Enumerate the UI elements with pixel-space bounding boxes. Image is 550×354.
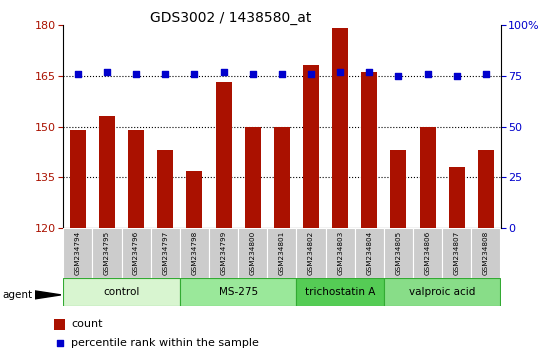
Text: GSM234800: GSM234800 <box>250 230 256 275</box>
Bar <box>209 228 238 278</box>
Point <box>423 71 432 76</box>
Point <box>132 71 141 76</box>
Bar <box>326 228 355 278</box>
Point <box>55 340 64 346</box>
Point <box>102 69 111 74</box>
Bar <box>151 228 180 278</box>
Bar <box>361 72 377 228</box>
Bar <box>442 228 471 278</box>
Text: MS-275: MS-275 <box>218 287 258 297</box>
Point <box>365 69 374 74</box>
Bar <box>186 171 202 228</box>
Bar <box>92 228 122 278</box>
Bar <box>63 278 180 306</box>
Text: GSM234806: GSM234806 <box>425 230 431 275</box>
Point <box>190 71 199 76</box>
Bar <box>296 228 326 278</box>
Bar <box>420 127 436 228</box>
Bar <box>238 228 267 278</box>
Point <box>161 71 169 76</box>
Bar <box>180 278 296 306</box>
Bar <box>478 150 494 228</box>
Point <box>307 71 316 76</box>
Point <box>219 69 228 74</box>
Text: GSM234799: GSM234799 <box>221 230 227 275</box>
Bar <box>180 228 209 278</box>
Text: percentile rank within the sample: percentile rank within the sample <box>72 338 259 348</box>
Point <box>74 71 82 76</box>
Text: GSM234801: GSM234801 <box>279 230 285 275</box>
Bar <box>157 150 173 228</box>
Bar <box>390 150 406 228</box>
Bar <box>267 228 296 278</box>
Text: GSM234795: GSM234795 <box>104 230 110 275</box>
Text: GSM234802: GSM234802 <box>308 230 314 275</box>
Bar <box>355 228 384 278</box>
Text: GSM234808: GSM234808 <box>483 230 489 275</box>
Text: GSM234796: GSM234796 <box>133 230 139 275</box>
Text: count: count <box>72 319 103 329</box>
Text: control: control <box>103 287 140 297</box>
Text: GSM234805: GSM234805 <box>395 230 402 275</box>
Polygon shape <box>35 291 61 299</box>
Text: GDS3002 / 1438580_at: GDS3002 / 1438580_at <box>150 11 312 25</box>
Bar <box>296 278 384 306</box>
Text: GSM234798: GSM234798 <box>191 230 197 275</box>
Text: GSM234807: GSM234807 <box>454 230 460 275</box>
Bar <box>216 82 232 228</box>
Bar <box>99 116 115 228</box>
Bar <box>274 127 290 228</box>
Point <box>452 73 461 79</box>
Bar <box>70 130 86 228</box>
Bar <box>471 228 500 278</box>
Text: agent: agent <box>3 290 33 299</box>
Bar <box>63 228 92 278</box>
Point <box>394 73 403 79</box>
Bar <box>128 130 144 228</box>
Text: GSM234797: GSM234797 <box>162 230 168 275</box>
Bar <box>54 319 65 330</box>
Point <box>248 71 257 76</box>
Bar <box>449 167 465 228</box>
Bar <box>122 228 151 278</box>
Point <box>482 71 491 76</box>
Point <box>277 71 286 76</box>
Bar <box>245 127 261 228</box>
Text: GSM234794: GSM234794 <box>75 230 81 275</box>
Point <box>336 69 344 74</box>
Bar <box>384 228 413 278</box>
Bar <box>413 228 442 278</box>
Bar <box>332 28 348 228</box>
Text: valproic acid: valproic acid <box>409 287 475 297</box>
Bar <box>303 65 319 228</box>
Text: GSM234803: GSM234803 <box>337 230 343 275</box>
Bar <box>384 278 500 306</box>
Text: trichostatin A: trichostatin A <box>305 287 375 297</box>
Text: GSM234804: GSM234804 <box>366 230 372 275</box>
